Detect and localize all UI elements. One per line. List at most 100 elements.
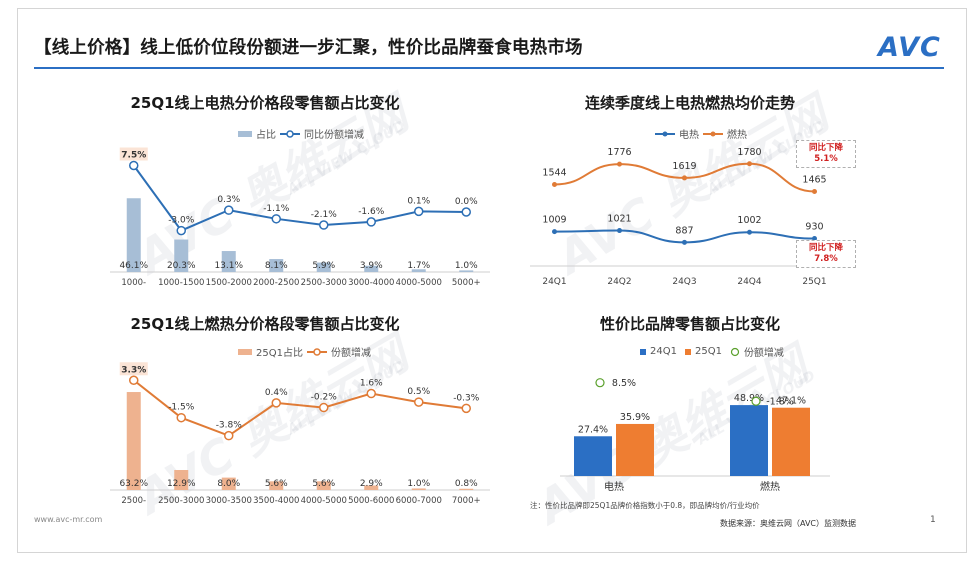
legend-marker-swatch [730, 347, 740, 356]
x-tick-label: 25Q1 [802, 277, 826, 287]
line-point [812, 236, 817, 242]
bar-value-label: 1.0% [455, 261, 478, 271]
legend-label: 燃热 [727, 130, 747, 141]
line-value-label: 1002 [737, 215, 761, 226]
x-tick-label: 3000-3500 [206, 496, 252, 506]
series-line [132, 164, 467, 232]
chart4-plot: 27.4% 35.9% 电热 8.5% 48.9% 47.1% 燃热 -1.8% [560, 378, 830, 493]
highlight-box [119, 147, 148, 161]
line-point [552, 229, 557, 235]
legend-label: 占比 [256, 130, 276, 141]
legend-label: 24Q1 [650, 346, 677, 357]
chart3-plot: 63.2% 2500- 12.9% 2500-3000 8.0% 3000-3500 5.6… [110, 362, 490, 506]
line-value-label: 887 [675, 225, 693, 236]
marker-point [751, 396, 761, 406]
legend-label: 同比份额增减 [304, 130, 364, 141]
line-value-label: 1619 [672, 161, 696, 172]
chart3-legend: 25Q1占比 份额增减 [238, 344, 371, 359]
x-tick-label: 1000- [121, 278, 146, 288]
chart4-title: 性价比品牌零售额占比变化 [599, 315, 780, 333]
legend-line-swatch [306, 347, 327, 356]
x-tick-label: 2000-2500 [253, 278, 299, 288]
callout-box: 同比下降 7.8% [796, 240, 856, 268]
line-value-label: -1.5% [168, 403, 195, 413]
line-value-label: -2.1% [311, 210, 338, 220]
legend-label: 电热 [679, 130, 699, 141]
line-point [747, 161, 752, 167]
footer-url: www.avc-mr.com [34, 515, 103, 524]
line-value-label: -1.6% [358, 207, 385, 217]
bar [364, 485, 379, 490]
line-value-label: 0.4% [265, 388, 288, 398]
bar [126, 392, 141, 490]
x-tick-label: 2500- [121, 496, 146, 506]
bar [772, 407, 810, 476]
line-point [414, 206, 424, 217]
line-value-label: 0.5% [407, 387, 430, 397]
x-tick-label: 24Q4 [737, 277, 762, 287]
highlight-box [119, 362, 148, 376]
bar [411, 488, 426, 490]
bar [269, 481, 284, 490]
bar [730, 405, 768, 476]
title-divider [34, 67, 944, 69]
bar-value-label: 5.9% [312, 261, 335, 271]
line-value-label: -0.2% [311, 393, 338, 403]
x-tick-label: 4000-5000 [301, 496, 347, 506]
line-point [366, 388, 376, 399]
x-tick-label: 6000-7000 [396, 496, 442, 506]
legend-line-swatch [655, 131, 675, 136]
line-point [271, 398, 281, 408]
x-tick-label: 5000+ [452, 278, 481, 288]
line-point [747, 229, 752, 235]
callout-line2: 7.8% [814, 254, 838, 264]
line-point [129, 375, 139, 386]
bar [221, 477, 236, 490]
line-value-label: 0.0% [455, 197, 478, 207]
callout-line1: 同比下降 [808, 243, 843, 253]
x-tick-label: 24Q1 [542, 277, 566, 287]
bar-value-label: 63.2% [119, 479, 148, 489]
bar-value-label: 0.8% [455, 479, 478, 489]
bar-value-label: 12.9% [167, 479, 196, 489]
bar-value-label: 8.1% [265, 261, 288, 271]
legend-label: 份额增减 [330, 348, 371, 359]
legend-bar-swatch [238, 130, 252, 137]
bar [126, 198, 141, 272]
bar-value-label: 48.9% [734, 393, 764, 404]
bar-value-label: 5.6% [312, 479, 335, 489]
chart1-title: 25Q1线上电热分价格段零售额占比变化 [130, 94, 400, 112]
line-point [812, 188, 817, 194]
x-tick-label: 5000-6000 [348, 496, 394, 506]
legend-bar-swatch [238, 348, 252, 355]
marker-value-label: -1.8% [766, 397, 794, 408]
x-tick-label: 1500-2000 [206, 278, 252, 288]
line-point [224, 205, 234, 215]
chart1-legend: 占比 同比份额增减 [238, 126, 364, 141]
bar-value-label: 27.4% [578, 424, 608, 435]
page-number: 1 [930, 515, 936, 525]
bar-value-label: 1.7% [407, 261, 430, 271]
legend-line-swatch [703, 131, 723, 136]
line-point [176, 412, 186, 423]
bar [459, 270, 474, 272]
x-tick-label: 2500-3000 [301, 278, 347, 288]
bar-value-label: 35.9% [620, 412, 650, 423]
x-tick-label: 7000+ [452, 496, 481, 506]
line-point [682, 175, 687, 181]
x-tick-label: 24Q3 [672, 277, 696, 287]
bar [574, 436, 612, 476]
bar [364, 265, 379, 272]
marker-point [595, 378, 605, 388]
bar-value-label: 2.9% [360, 479, 383, 489]
x-tick-label: 3000-4000 [348, 278, 394, 288]
x-tick-label: 4000-5000 [396, 278, 442, 288]
bar-value-label: 20.3% [167, 261, 196, 271]
series-line [133, 379, 467, 437]
bar [174, 239, 189, 272]
line-point [414, 397, 424, 407]
line-value-label: 1544 [542, 168, 566, 179]
legend-line-swatch [280, 129, 300, 138]
legend-bar-swatch [684, 348, 691, 355]
x-tick-label: 燃热 [760, 480, 780, 493]
